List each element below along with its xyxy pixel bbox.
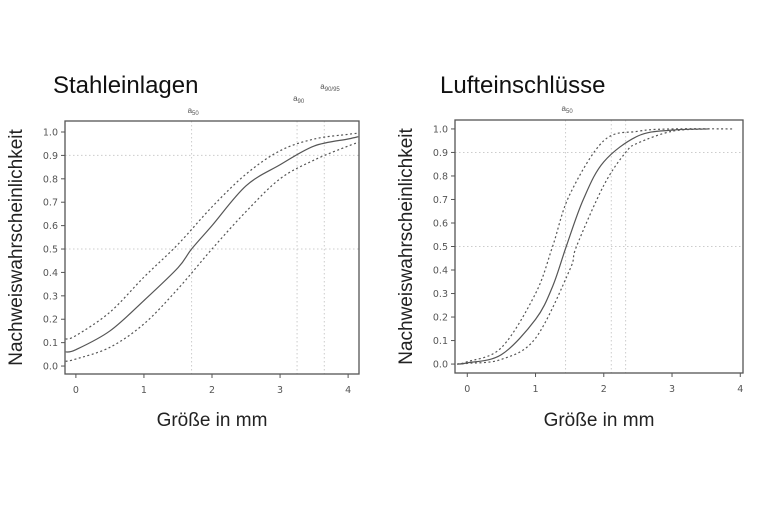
y-tick-label: 0.7: [433, 195, 448, 206]
x-axis-label: Größe in mm: [544, 410, 655, 431]
x-tick-label: 0: [73, 385, 79, 396]
x-tick-label: 1: [533, 384, 539, 395]
reference-label: a90/95: [320, 82, 340, 93]
chart-stahleinlagen: Stahleinlagen a50 a90 a90/95 0.0 0.1 0.2 0.3 0.4…: [6, 72, 360, 431]
y-tick-label: 1.0: [433, 124, 448, 135]
x-tick-label: 2: [601, 384, 607, 395]
pod-curve: [456, 128, 710, 365]
y-tick-label: 0.8: [433, 171, 448, 182]
y-tick-label: 0.1: [43, 338, 58, 349]
x-tick-label: 4: [737, 384, 743, 395]
y-tick-label: 0.4: [43, 268, 58, 279]
y-axis-label: Nachweiswahrscheinlichkeit: [396, 128, 417, 365]
y-tick-label: 0.6: [433, 218, 448, 229]
x-tick-label: 3: [277, 385, 283, 396]
plot-frame: [64, 120, 360, 375]
y-tick-label: 0.9: [43, 151, 58, 162]
x-axis-label: Größe in mm: [157, 410, 268, 431]
x-tick-label: 2: [209, 385, 215, 396]
y-tick-label: 0.0: [433, 360, 448, 371]
reference-label: a50: [562, 104, 574, 115]
confidence-bound-curve: [65, 132, 359, 340]
x-tick-label: 4: [345, 385, 351, 396]
y-tick-label: 0.4: [433, 266, 448, 277]
y-tick-label: 0.5: [433, 242, 448, 253]
y-tick-label: 0.6: [43, 221, 58, 232]
y-tick-label: 0.2: [433, 313, 448, 324]
y-tick-label: 0.3: [43, 291, 58, 302]
chart-title: Lufteinschlüsse: [440, 72, 605, 99]
y-tick-label: 0.3: [433, 289, 448, 300]
y-axis-label: Nachweiswahrscheinlichkeit: [6, 129, 27, 366]
y-tick-label: 0.1: [433, 336, 448, 347]
x-tick-label: 1: [141, 385, 147, 396]
y-tick-label: 0.5: [43, 245, 58, 256]
y-tick-label: 1.0: [43, 128, 58, 139]
x-tick-label: 3: [669, 384, 675, 395]
confidence-bound-curve: [456, 128, 734, 365]
confidence-bound-curve: [65, 141, 359, 362]
chart-title: Stahleinlagen: [53, 72, 198, 99]
y-tick-label: 0.8: [43, 174, 58, 185]
y-tick-label: 0.7: [43, 198, 58, 209]
y-tick-label: 0.0: [43, 362, 58, 373]
reference-label: a90: [293, 94, 305, 105]
y-tick-label: 0.9: [433, 148, 448, 159]
confidence-bound-curve: [457, 128, 707, 365]
pod-curve: [65, 136, 359, 353]
chart-lufteinschluesse: Lufteinschlüsse a50 0.0 0.1 0.2 0.3 0.4 0.5 0.6 0…: [396, 72, 744, 431]
y-tick-label: 0.2: [43, 315, 58, 326]
x-tick-label: 0: [464, 384, 470, 395]
reference-label: a50: [188, 106, 200, 117]
